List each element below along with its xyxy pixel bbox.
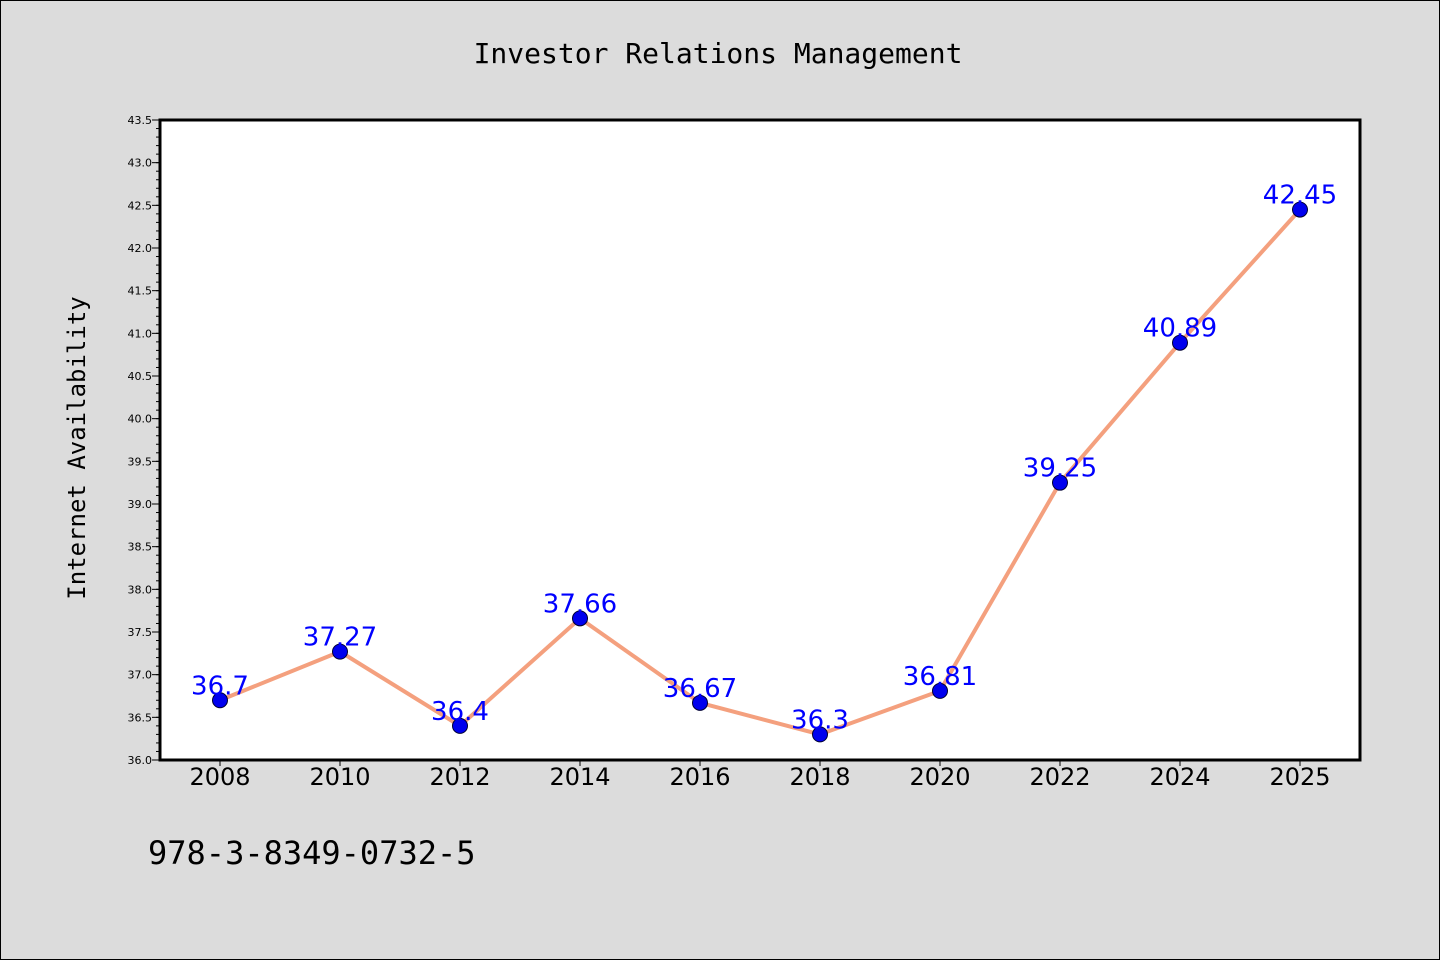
y-tick-label: 43.5 [128, 114, 153, 127]
series-group [212, 201, 1308, 743]
data-point [212, 692, 228, 709]
x-axis-ticks: 2008 2010 2012 2014 2016 2018 2020 2022 2024 2025 [189, 760, 1331, 791]
data-point [1292, 201, 1308, 218]
y-tick-label: 38.0 [128, 583, 153, 596]
data-point [332, 643, 348, 660]
y-axis-label: Internet Availability [63, 296, 91, 599]
data-point [1172, 334, 1188, 351]
y-tick-label: 40.0 [128, 413, 153, 426]
x-tick-label: 2018 [789, 763, 850, 791]
x-tick-label: 2016 [669, 763, 730, 791]
series-line [218, 207, 1302, 737]
data-point [1052, 474, 1068, 491]
data-label: 40.89 [1143, 314, 1217, 344]
y-tick-label: 39.0 [128, 498, 153, 511]
data-label: 36.4 [431, 697, 489, 727]
data-label: 42.45 [1263, 181, 1337, 211]
footer-isbn: 978-3-8349-0732-5 [148, 834, 476, 872]
data-point [812, 726, 828, 743]
data-label: 36.67 [663, 674, 737, 704]
y-tick-label: 36.5 [128, 711, 153, 724]
x-tick-label: 2014 [549, 763, 610, 791]
x-tick-label: 2008 [189, 763, 250, 791]
y-tick-label: 37.0 [128, 669, 153, 682]
data-point [452, 717, 468, 734]
data-label: 36.7 [191, 671, 249, 701]
x-tick-label: 2025 [1269, 763, 1330, 791]
y-tick-label: 39.5 [128, 455, 153, 468]
plot-border [158, 118, 1362, 762]
data-label: 36.3 [791, 705, 849, 735]
plot-area [160, 120, 1360, 760]
y-tick-label: 40.5 [128, 370, 153, 383]
x-tick-label: 2024 [1149, 763, 1210, 791]
y-tick-label: 41.0 [128, 327, 153, 340]
x-tick-label: 2020 [909, 763, 970, 791]
x-tick-label: 2010 [309, 763, 370, 791]
y-tick-label: 37.5 [128, 626, 153, 639]
data-label: 37.66 [543, 589, 617, 619]
data-point [932, 682, 948, 699]
data-point [692, 694, 708, 711]
chart-title: Investor Relations Management [474, 37, 963, 70]
y-tick-label: 42.5 [128, 199, 153, 212]
data-label: 37.27 [303, 623, 377, 653]
data-label: 39.25 [1023, 454, 1097, 484]
data-label: 36.81 [903, 662, 977, 692]
y-tick-label: 43.0 [128, 157, 153, 170]
data-point [572, 610, 588, 627]
data-labels-group: 36.7 37.27 36.4 37.66 36.67 36.3 36.81 39.25 40.… [191, 181, 1337, 736]
y-tick-label: 36.0 [128, 754, 153, 767]
y-axis-ticks: 36.0 36.5 37.0 37.5 38.0 38.5 39.0 39.5 40.0 40.5… [128, 114, 160, 767]
y-tick-label: 38.5 [128, 541, 153, 554]
x-tick-label: 2022 [1029, 763, 1090, 791]
x-tick-label: 2012 [429, 763, 490, 791]
y-tick-label: 41.5 [128, 285, 153, 298]
y-tick-label: 42.0 [128, 242, 153, 255]
